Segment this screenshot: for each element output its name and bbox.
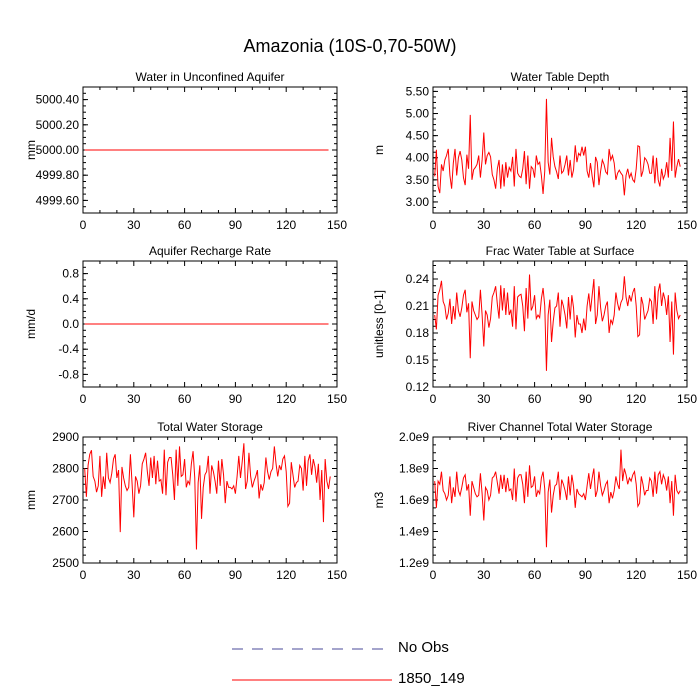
x-tick-label: 150 — [677, 392, 697, 406]
x-tick-label: 0 — [80, 218, 87, 232]
y-axis-label: m3 — [372, 491, 386, 508]
y-tick-label: 5.00 — [406, 107, 430, 121]
y-tick-label: 5000.20 — [36, 118, 80, 132]
y-tick-label: 0.24 — [406, 272, 430, 286]
x-tick-label: 0 — [80, 392, 87, 406]
series-line-1 — [434, 449, 681, 548]
x-tick-label: 120 — [626, 392, 646, 406]
page-title: Amazonia (10S-0,70-50W) — [243, 36, 457, 56]
series-line-1 — [434, 274, 681, 371]
y-axis-label: mm — [24, 490, 38, 510]
x-tick-label: 120 — [626, 568, 646, 582]
panel-3: Aquifer Recharge Rate 0 30 60 90 120 150 -0.8 -0… — [24, 244, 347, 406]
panel-5: Total Water Storage 0 30 60 90 120 150 2500 2600… — [24, 420, 347, 582]
panel-title: Frac Water Table at Surface — [486, 244, 635, 258]
x-tick-label: 0 — [430, 392, 437, 406]
x-tick-label: 0 — [430, 568, 437, 582]
x-tick-label: 120 — [276, 218, 296, 232]
y-axis-label: mm/d — [24, 309, 38, 339]
plot-frame — [432, 86, 688, 214]
panel-title: Aquifer Recharge Rate — [149, 244, 271, 258]
y-tick-label: 4999.60 — [36, 193, 80, 207]
y-tick-label: 2500 — [52, 556, 79, 570]
x-tick-label: 120 — [276, 568, 296, 582]
x-tick-label: 150 — [327, 568, 347, 582]
y-tick-label: 1.2e9 — [399, 556, 429, 570]
x-tick-label: 60 — [178, 218, 192, 232]
panel-title: Water Table Depth — [511, 70, 610, 84]
x-tick-label: 90 — [579, 568, 593, 582]
y-tick-label: 1.4e9 — [399, 525, 429, 539]
y-tick-label: 0.21 — [406, 299, 430, 313]
y-tick-label: 2900 — [52, 430, 79, 444]
x-tick-label: 30 — [477, 392, 491, 406]
panel-1: Water in Unconfined Aquifer 0 30 60 90 120 150… — [24, 70, 347, 232]
x-tick-label: 90 — [229, 392, 243, 406]
y-tick-label: 0.15 — [406, 353, 430, 367]
y-tick-label: 0.8 — [62, 267, 79, 281]
x-tick-label: 30 — [127, 392, 141, 406]
x-tick-label: 150 — [677, 568, 697, 582]
y-tick-label: 0.4 — [62, 292, 79, 306]
x-tick-label: 90 — [229, 218, 243, 232]
series-line-1 — [84, 443, 331, 550]
y-tick-label: 0.0 — [62, 317, 79, 331]
y-tick-label: 2700 — [52, 493, 79, 507]
x-tick-label: 30 — [477, 568, 491, 582]
x-tick-label: 150 — [327, 392, 347, 406]
y-tick-label: 5000.00 — [36, 143, 80, 157]
x-tick-label: 60 — [528, 218, 542, 232]
x-tick-label: 120 — [276, 392, 296, 406]
panel-title: Total Water Storage — [157, 420, 263, 434]
y-tick-label: 0.18 — [406, 326, 430, 340]
y-tick-label: -0.8 — [58, 367, 79, 381]
y-axis-label: mm — [24, 140, 38, 160]
panel-4: Frac Water Table at Surface 0 30 60 90 120 150… — [372, 244, 697, 406]
panel-2: Water Table Depth 0 30 60 90 120 150 3.00 3.50 4.… — [372, 70, 697, 232]
y-tick-label: 2.0e9 — [399, 430, 429, 444]
x-tick-label: 90 — [579, 218, 593, 232]
x-tick-label: 0 — [80, 568, 87, 582]
y-tick-label: 4.50 — [406, 129, 430, 143]
y-tick-label: 5.50 — [406, 84, 430, 98]
x-tick-label: 60 — [178, 568, 192, 582]
y-tick-label: 3.50 — [406, 173, 430, 187]
x-tick-label: 120 — [626, 218, 646, 232]
x-tick-label: 90 — [229, 568, 243, 582]
y-tick-label: 2800 — [52, 462, 79, 476]
plot-frame — [432, 260, 688, 388]
y-tick-label: 5000.40 — [36, 93, 80, 107]
y-tick-label: 1.6e9 — [399, 493, 429, 507]
y-tick-label: 4.00 — [406, 151, 430, 165]
x-tick-label: 150 — [677, 218, 697, 232]
x-tick-label: 60 — [528, 568, 542, 582]
y-tick-label: 0.12 — [406, 380, 430, 394]
legend-label-no-obs: No Obs — [398, 639, 449, 656]
y-axis-label: m — [372, 145, 386, 155]
y-tick-label: -0.4 — [58, 342, 79, 356]
y-tick-label: 2600 — [52, 525, 79, 539]
x-tick-label: 30 — [127, 568, 141, 582]
panel-6: River Channel Total Water Storage 0 30 60 90… — [372, 420, 697, 582]
y-tick-label: 4999.80 — [36, 168, 80, 182]
series-line-1 — [434, 98, 681, 196]
y-axis-label: unitless [0-1] — [372, 290, 386, 358]
x-tick-label: 30 — [477, 218, 491, 232]
panel-title: Water in Unconfined Aquifer — [136, 70, 285, 84]
y-tick-label: 1.8e9 — [399, 462, 429, 476]
x-tick-label: 60 — [178, 392, 192, 406]
legend-label-model: 1850_149 — [398, 670, 465, 687]
x-tick-label: 90 — [579, 392, 593, 406]
x-tick-label: 150 — [327, 218, 347, 232]
y-tick-label: 3.00 — [406, 195, 430, 209]
panel-title: River Channel Total Water Storage — [468, 420, 653, 434]
x-tick-label: 30 — [127, 218, 141, 232]
x-tick-label: 60 — [528, 392, 542, 406]
x-tick-label: 0 — [430, 218, 437, 232]
